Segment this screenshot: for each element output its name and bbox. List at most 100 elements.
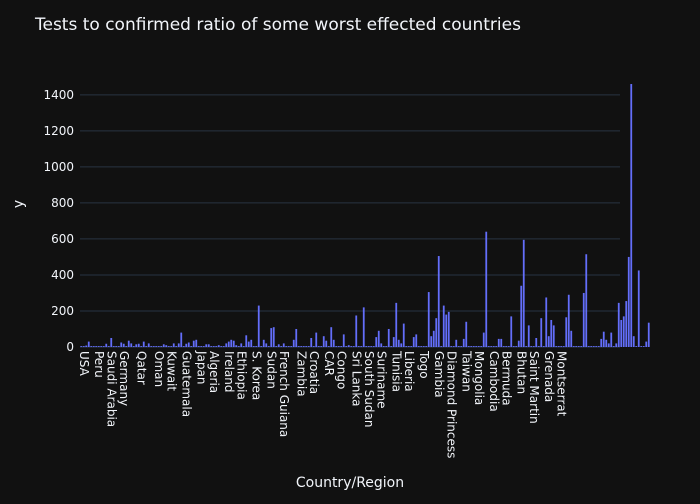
bar bbox=[202, 346, 205, 347]
bar bbox=[85, 345, 88, 347]
bar bbox=[475, 346, 478, 347]
bar bbox=[290, 346, 293, 347]
bar bbox=[447, 311, 450, 347]
y-tick-label: 1000 bbox=[43, 160, 74, 174]
bar bbox=[140, 346, 143, 347]
x-tick-label: Peru bbox=[92, 351, 106, 378]
bar bbox=[552, 325, 555, 347]
bar bbox=[187, 342, 190, 347]
bar bbox=[132, 346, 135, 347]
bar bbox=[580, 346, 583, 347]
bar bbox=[302, 346, 305, 347]
bar bbox=[347, 345, 350, 347]
bar bbox=[537, 346, 540, 347]
bar bbox=[312, 346, 315, 347]
bar bbox=[415, 334, 418, 347]
bar bbox=[630, 84, 633, 347]
bar bbox=[590, 346, 593, 347]
bar bbox=[522, 239, 525, 347]
bar bbox=[237, 346, 240, 347]
bar bbox=[395, 302, 398, 347]
bar bbox=[445, 314, 448, 347]
bar bbox=[377, 330, 380, 347]
x-tick-label: Algeria bbox=[207, 351, 221, 393]
bar bbox=[145, 346, 148, 347]
bar bbox=[507, 346, 510, 347]
bar bbox=[80, 346, 83, 347]
bar bbox=[405, 346, 408, 347]
bar bbox=[502, 346, 505, 347]
bar bbox=[170, 346, 173, 347]
bar bbox=[582, 292, 585, 347]
bar bbox=[165, 345, 168, 347]
bar bbox=[112, 346, 115, 347]
bar bbox=[195, 339, 198, 347]
bar bbox=[130, 343, 133, 347]
bar bbox=[570, 330, 573, 347]
bar bbox=[222, 346, 225, 347]
bar bbox=[545, 297, 548, 347]
bar bbox=[152, 346, 155, 347]
bar bbox=[277, 344, 280, 347]
bar bbox=[267, 346, 270, 347]
bar bbox=[82, 346, 85, 347]
bar bbox=[457, 346, 460, 347]
bar bbox=[335, 346, 338, 347]
bar bbox=[615, 343, 618, 347]
bar bbox=[297, 346, 300, 347]
x-tick-label: Cambodia bbox=[487, 351, 501, 412]
bar bbox=[387, 328, 390, 347]
x-axis-label: Country/Region bbox=[296, 475, 404, 491]
bar bbox=[535, 337, 538, 347]
bar bbox=[365, 346, 368, 347]
bar bbox=[182, 346, 185, 347]
bar bbox=[300, 346, 303, 347]
bar bbox=[150, 346, 153, 347]
x-tick-label: Croatia bbox=[307, 351, 321, 394]
bar bbox=[435, 318, 438, 347]
bar bbox=[370, 346, 373, 347]
bar bbox=[440, 346, 443, 347]
x-tick-label: Ireland bbox=[222, 351, 236, 393]
bar bbox=[557, 346, 560, 347]
bar bbox=[422, 346, 425, 347]
bar bbox=[207, 344, 210, 347]
bar bbox=[212, 346, 215, 347]
x-tick-label: Sri Lanka bbox=[349, 351, 363, 406]
bar bbox=[430, 336, 433, 347]
bar bbox=[417, 346, 420, 347]
bar bbox=[127, 340, 130, 347]
bar bbox=[360, 346, 363, 347]
bar bbox=[280, 346, 283, 347]
x-tick-label: Japan bbox=[194, 350, 208, 384]
bar bbox=[460, 346, 463, 347]
y-tick-label: 1200 bbox=[43, 124, 74, 138]
gridlines bbox=[80, 94, 620, 348]
bar bbox=[262, 339, 265, 347]
bar bbox=[330, 327, 333, 347]
bar bbox=[605, 339, 608, 347]
bar bbox=[327, 346, 330, 347]
bar bbox=[612, 346, 615, 347]
bar bbox=[455, 339, 458, 347]
bar bbox=[285, 346, 288, 347]
bar bbox=[465, 321, 468, 347]
bar bbox=[350, 346, 353, 347]
bar bbox=[315, 332, 318, 347]
bar bbox=[282, 343, 285, 347]
bar bbox=[597, 346, 600, 347]
y-tick-label: 200 bbox=[51, 304, 74, 318]
bar bbox=[192, 340, 195, 347]
bar bbox=[530, 346, 533, 347]
x-tick-label: Taiwan bbox=[459, 350, 473, 392]
x-tick-label: Kuwait bbox=[164, 351, 178, 391]
bar bbox=[115, 346, 118, 347]
bar bbox=[632, 336, 635, 347]
x-tick-label: South Sudan bbox=[362, 351, 376, 428]
bar bbox=[95, 346, 98, 347]
bar bbox=[555, 346, 558, 347]
bar bbox=[252, 346, 255, 347]
bar bbox=[385, 346, 388, 347]
bar bbox=[345, 346, 348, 347]
x-tick-label: Oman bbox=[152, 351, 166, 387]
